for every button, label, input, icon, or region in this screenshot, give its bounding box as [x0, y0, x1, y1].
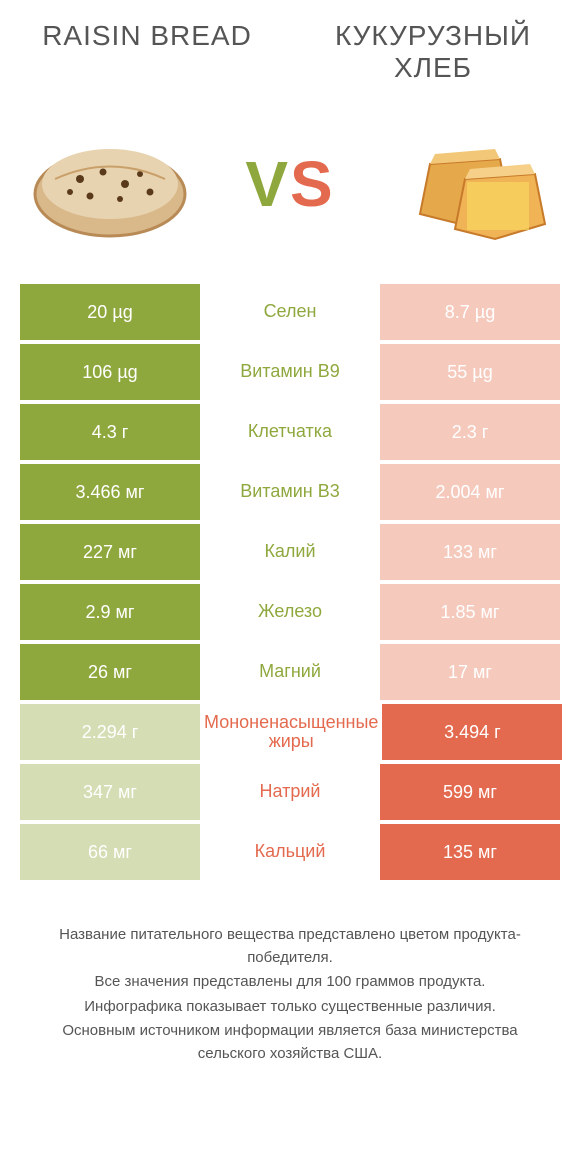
- footer-notes: Название питательного вещества представл…: [0, 884, 580, 1087]
- left-value-cell: 2.294 г: [20, 704, 200, 760]
- vs-v-letter: V: [245, 148, 290, 220]
- nutrient-label: Магний: [200, 644, 380, 700]
- vs-label: VS: [245, 147, 334, 221]
- footer-line-4: Основным источником информации является …: [30, 1020, 550, 1065]
- left-value-cell: 227 мг: [20, 524, 200, 580]
- nutrient-label: Мононенасыщенные жиры: [200, 704, 382, 760]
- right-value-cell: 2.3 г: [380, 404, 560, 460]
- right-value-cell: 133 мг: [380, 524, 560, 580]
- left-food-image: [20, 114, 200, 254]
- nutrient-label: Витамин B9: [200, 344, 380, 400]
- table-row: 3.466 мгВитамин B32.004 мг: [20, 464, 560, 520]
- right-food-image: [380, 114, 560, 254]
- right-value-cell: 3.494 г: [382, 704, 562, 760]
- nutrient-label: Кальций: [200, 824, 380, 880]
- cornbread-icon: [385, 119, 555, 249]
- right-value-cell: 599 мг: [380, 764, 560, 820]
- footer-line-2: Все значения представлены для 100 граммо…: [30, 971, 550, 994]
- table-row: 2.294 гМононенасыщенные жиры3.494 г: [20, 704, 560, 760]
- nutrient-label: Клетчатка: [200, 404, 380, 460]
- nutrient-label: Витамин B3: [200, 464, 380, 520]
- right-value-cell: 8.7 µg: [380, 284, 560, 340]
- raisin-bread-icon: [25, 124, 195, 244]
- footer-line-3: Инфографика показывает только существенн…: [30, 996, 550, 1019]
- right-value-cell: 55 µg: [380, 344, 560, 400]
- vs-row: VS: [0, 94, 580, 284]
- left-value-cell: 26 мг: [20, 644, 200, 700]
- table-row: 106 µgВитамин B955 µg: [20, 344, 560, 400]
- nutrient-label: Калий: [200, 524, 380, 580]
- table-row: 20 µgСелен8.7 µg: [20, 284, 560, 340]
- right-value-cell: 17 мг: [380, 644, 560, 700]
- left-value-cell: 4.3 г: [20, 404, 200, 460]
- nutrient-label: Железо: [200, 584, 380, 640]
- left-value-cell: 106 µg: [20, 344, 200, 400]
- left-value-cell: 3.466 мг: [20, 464, 200, 520]
- table-row: 66 мгКальций135 мг: [20, 824, 560, 880]
- table-row: 227 мгКалий133 мг: [20, 524, 560, 580]
- left-value-cell: 347 мг: [20, 764, 200, 820]
- table-row: 26 мгМагний17 мг: [20, 644, 560, 700]
- vs-s-letter: S: [290, 148, 335, 220]
- footer-line-1: Название питательного вещества представл…: [30, 924, 550, 969]
- table-row: 2.9 мгЖелезо1.85 мг: [20, 584, 560, 640]
- right-product-title: КУКУРУЗНЫЙ ХЛЕБ: [316, 20, 550, 84]
- right-value-cell: 1.85 мг: [380, 584, 560, 640]
- left-product-title: RAISIN BREAD: [30, 20, 264, 84]
- nutrient-label: Натрий: [200, 764, 380, 820]
- comparison-table: 20 µgСелен8.7 µg106 µgВитамин B955 µg4.3…: [0, 284, 580, 880]
- header: RAISIN BREAD КУКУРУЗНЫЙ ХЛЕБ: [0, 0, 580, 94]
- left-value-cell: 20 µg: [20, 284, 200, 340]
- right-value-cell: 135 мг: [380, 824, 560, 880]
- right-value-cell: 2.004 мг: [380, 464, 560, 520]
- left-value-cell: 2.9 мг: [20, 584, 200, 640]
- left-value-cell: 66 мг: [20, 824, 200, 880]
- table-row: 347 мгНатрий599 мг: [20, 764, 560, 820]
- nutrient-label: Селен: [200, 284, 380, 340]
- table-row: 4.3 гКлетчатка2.3 г: [20, 404, 560, 460]
